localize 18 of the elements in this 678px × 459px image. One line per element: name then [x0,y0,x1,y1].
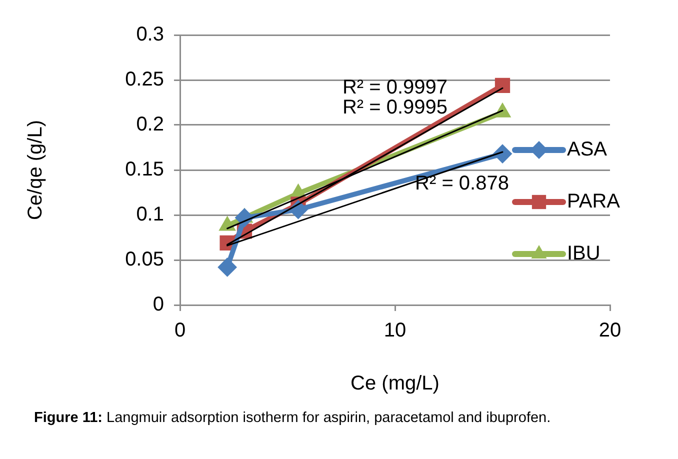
y-tick-label: 0.05 [125,248,164,271]
y-axis-title: Ce/qe (g/L) [24,120,47,220]
x-tick-label: 10 [384,320,406,342]
y-tick-label: 0.1 [136,204,164,226]
x-tick-label: 0 [174,320,186,342]
legend-label: PARA [567,190,621,213]
annotation: R² = 0.9997 [342,76,448,99]
y-tick-label: 0 [152,294,164,316]
x-tick-label: 20 [598,320,622,342]
legend-label: IBU [567,242,600,265]
y-tick-label: 0.15 [125,158,164,181]
annotation: R² = 0.9995 [342,96,448,119]
y-tick-label: 0.2 [136,114,164,136]
caption: Figure 11: Langmuir adsorption isotherm for aspirin, paracetamol and ibuprofen. [34,409,552,428]
x-axis-title: Ce (mg/L) [350,372,440,395]
legend-label: ASA [567,138,608,161]
y-tick-label: 0.3 [136,24,164,46]
y-tick-label: 0.25 [125,68,164,91]
